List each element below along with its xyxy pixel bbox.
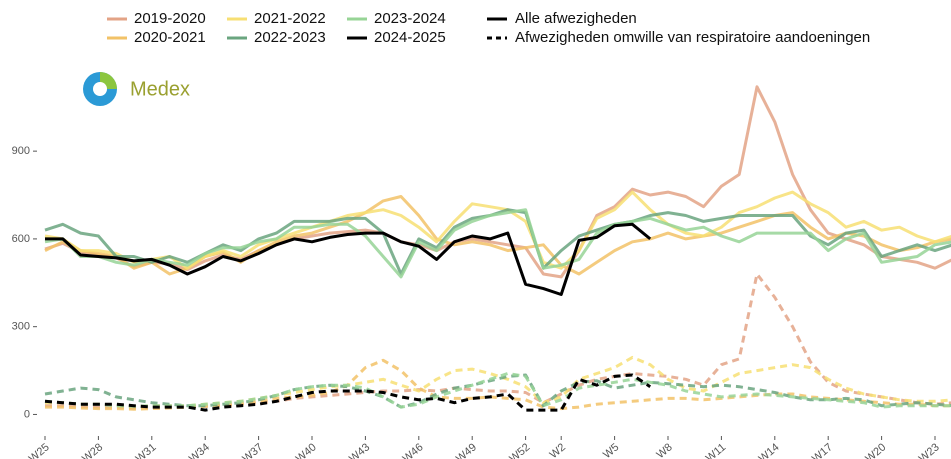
all-line (44, 85, 951, 279)
respiratory-line (44, 373, 652, 412)
x-tick-label: W11 (704, 441, 728, 459)
x-tick-label: W17 (810, 441, 835, 459)
legend-label: 2020-2021 (134, 29, 206, 46)
logo-text: Medex (130, 78, 190, 100)
x-tick-label: W23 (917, 441, 942, 459)
y-tick-label: 900 (12, 145, 30, 157)
x-tick-label: W20 (863, 441, 888, 459)
legend-label: 2022-2023 (254, 29, 326, 46)
x-tick-label: W14 (757, 441, 782, 459)
x-tick-label: W2 (548, 441, 568, 459)
x-tick-label: W49 (454, 441, 479, 459)
x-tick-label: W28 (80, 441, 105, 459)
y-tick-label: 0 (24, 408, 30, 420)
x-tick-label: W8 (654, 441, 674, 459)
legend-label: Afwezigheden omwille van respiratoire aa… (515, 29, 870, 46)
logo-icon-center (93, 82, 107, 96)
x-tick-label: W34 (187, 441, 212, 459)
respiratory-line (44, 373, 951, 409)
x-tick-label: W52 (507, 441, 532, 459)
all-line (45, 222, 652, 296)
x-tick-label: W25 (27, 441, 52, 459)
plot-lines (44, 85, 951, 412)
x-tick-label: W5 (601, 441, 621, 459)
respiratory-line (45, 272, 951, 410)
respiratory-line (44, 372, 951, 409)
logo: Medex (83, 72, 190, 106)
legend-label: 2021-2022 (254, 10, 326, 27)
y-tick-label: 300 (12, 321, 30, 333)
axes: 0 300 600 900 W25 W28 W31 W34 W37 W40 W43 W46 W49 W52… (12, 145, 942, 459)
x-tick-label: W37 (240, 441, 265, 459)
legend-label: 2023-2024 (374, 10, 446, 27)
x-tick-label: W46 (401, 441, 426, 459)
x-tick-label: W31 (134, 441, 159, 459)
y-tick-label: 600 (12, 233, 30, 245)
legend: 2019-2020 2020-2021 2021-2022 2022-2023 2023… (107, 10, 870, 46)
respiratory-line (45, 358, 951, 411)
all-line (44, 190, 951, 270)
legend-label: 2019-2020 (134, 10, 206, 27)
legend-label: Alle afwezigheden (515, 10, 637, 27)
all-line (44, 208, 951, 279)
x-tick-label: W43 (347, 441, 372, 459)
legend-label: 2024-2025 (374, 29, 446, 46)
x-tick-label: W40 (294, 441, 319, 459)
